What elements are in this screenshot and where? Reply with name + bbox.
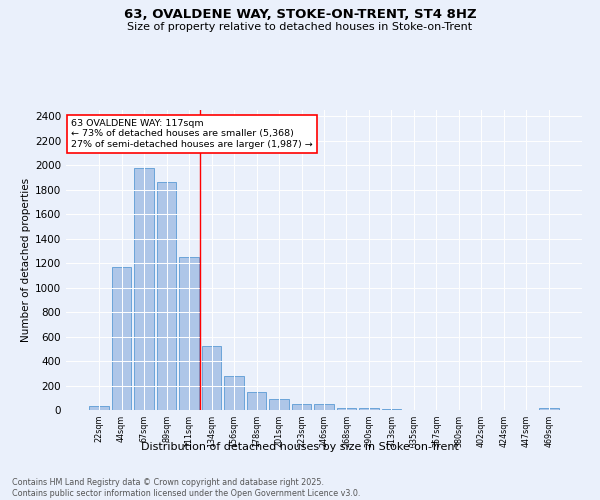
Bar (202, 346, 221, 410)
Bar (247, 392, 266, 410)
Text: 63, OVALDENE WAY, STOKE-ON-TRENT, ST4 8HZ: 63, OVALDENE WAY, STOKE-ON-TRENT, ST4 8H… (124, 8, 476, 20)
Bar (337, 408, 356, 410)
Text: Distribution of detached houses by size in Stoke-on-Trent: Distribution of detached houses by size … (141, 442, 459, 452)
Bar (292, 404, 311, 410)
Text: Size of property relative to detached houses in Stoke-on-Trent: Size of property relative to detached ho… (127, 22, 473, 32)
Bar (134, 168, 154, 410)
Bar (359, 408, 379, 410)
Bar (539, 408, 559, 410)
Bar (157, 182, 176, 410)
Bar (112, 266, 131, 410)
Y-axis label: Number of detached properties: Number of detached properties (21, 178, 31, 342)
Text: Contains HM Land Registry data © Crown copyright and database right 2025.
Contai: Contains HM Land Registry data © Crown c… (12, 478, 361, 498)
Bar (224, 376, 244, 410)
Bar (314, 404, 334, 410)
Bar (89, 406, 109, 410)
Bar (269, 399, 289, 410)
Text: 63 OVALDENE WAY: 117sqm
← 73% of detached houses are smaller (5,368)
27% of semi: 63 OVALDENE WAY: 117sqm ← 73% of detache… (71, 119, 313, 149)
Bar (179, 257, 199, 410)
